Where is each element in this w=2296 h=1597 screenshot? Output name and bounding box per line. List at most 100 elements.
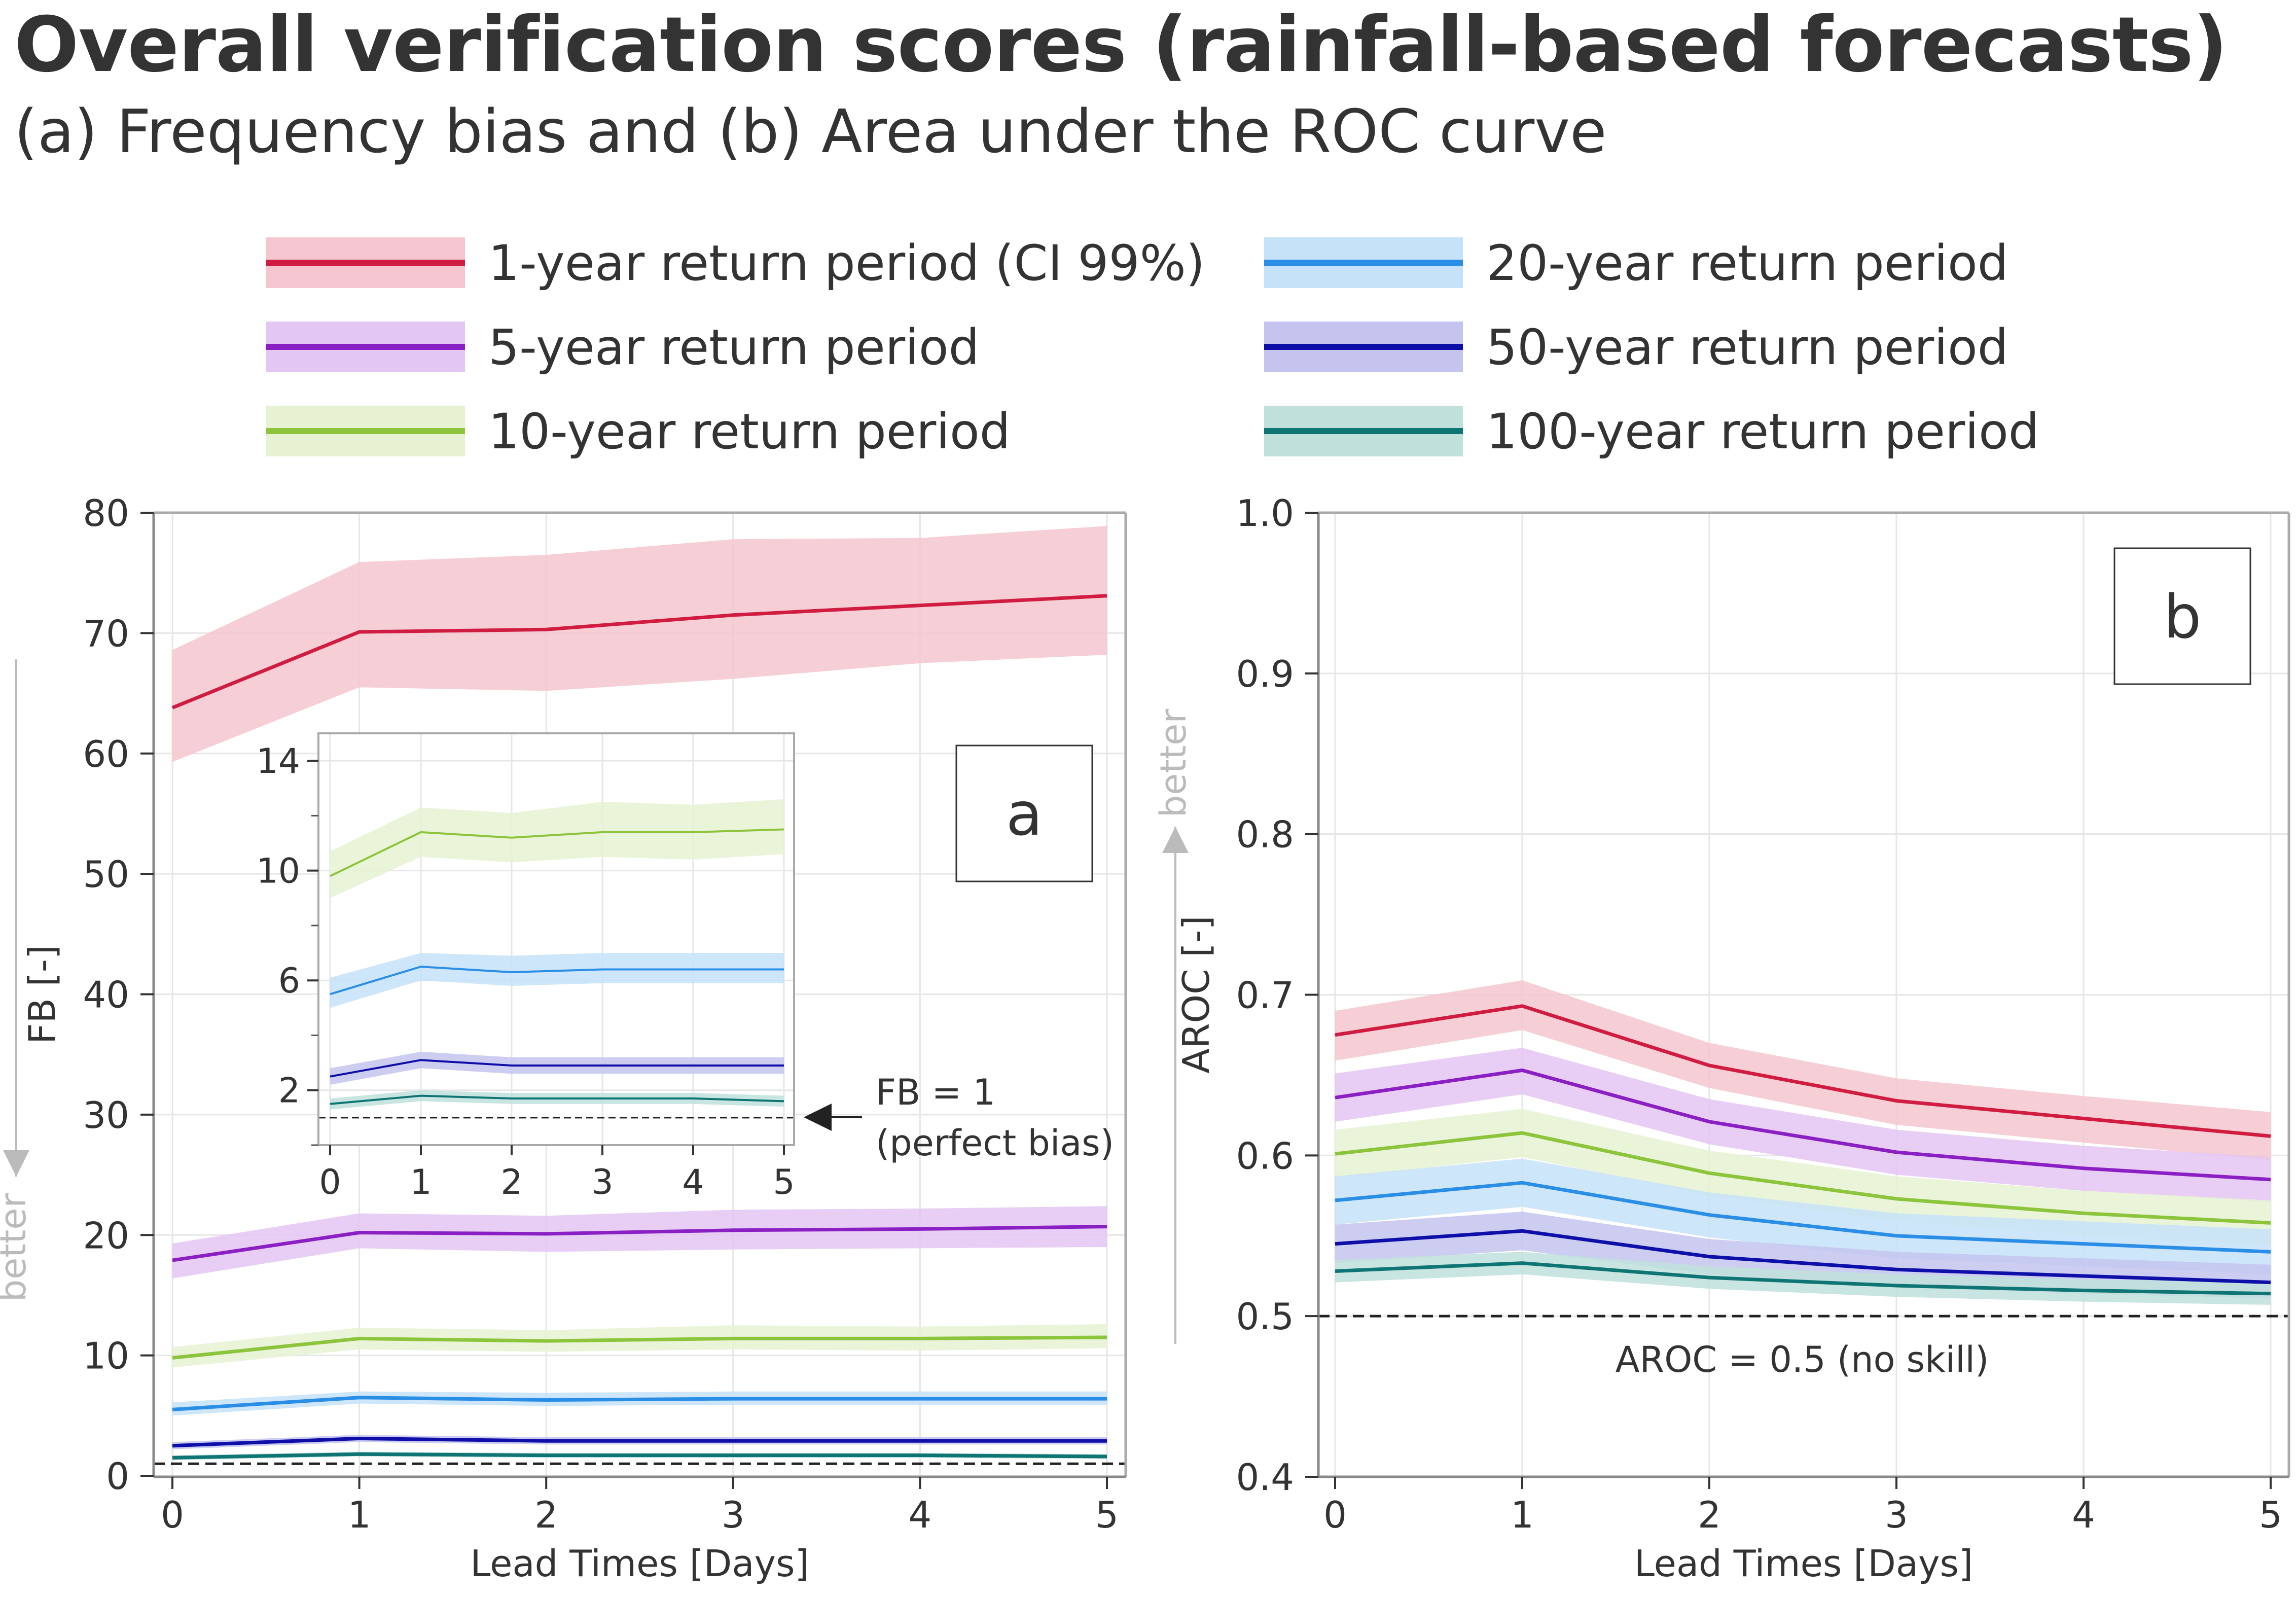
legend-label: 1-year return period (CI 99%) — [488, 235, 1205, 292]
panel-letter: a — [1006, 779, 1043, 849]
inset-series-line — [330, 966, 784, 996]
tick-label-y: 60 — [83, 733, 129, 775]
ci-band — [172, 526, 1107, 762]
tick-label-x: 0 — [1323, 1494, 1347, 1536]
ci-band — [172, 1324, 1107, 1368]
tick-label-x: 3 — [1885, 1494, 1908, 1536]
inset-ci-band — [330, 1051, 784, 1085]
legend: 1-year return period (CI 99%) 5-year retu… — [266, 235, 2039, 460]
ci-band — [172, 1391, 1107, 1416]
series-line — [1335, 1181, 2271, 1254]
legend-label: 20-year return period — [1486, 235, 2008, 292]
tick-label-y: 80 — [83, 492, 129, 535]
series-line — [1335, 1261, 2271, 1296]
ci-band — [1335, 1212, 2271, 1299]
series-line — [172, 1452, 1107, 1460]
legend-entry: 20-year return period — [1264, 235, 2008, 292]
series-line — [1335, 1229, 2271, 1285]
page-subtitle: (a) Frequency bias and (b) Area under th… — [14, 96, 1607, 166]
panel-b-aroc: 0.4 0.5 0.6 0.7 0.8 0.9 1.0 0 1 2 3 4 5 Lead Times [D… — [1153, 492, 2290, 1585]
inset-ci-band — [330, 799, 784, 898]
legend-label: 10-year return period — [488, 403, 1011, 460]
legend-entry: 1-year return period (CI 99%) — [266, 235, 1205, 292]
tick-label-x: 3 — [722, 1494, 745, 1536]
better-label: better — [0, 1193, 34, 1302]
ci-band — [1335, 1158, 2271, 1274]
inset-chart: 2 6 10 14 0 1 2 3 4 5 — [256, 732, 795, 1202]
tick-label-y: 0.7 — [1236, 974, 1294, 1017]
inset-tick-label-x: 1 — [410, 1162, 432, 1202]
series-line — [171, 594, 1107, 709]
axis-label-y: AROC [-] — [1175, 915, 1217, 1073]
legend-label: 5-year return period — [488, 319, 980, 376]
annotation-fb-line2: (perfect bias) — [876, 1122, 1114, 1164]
ci-band — [172, 1206, 1107, 1279]
tick-label-x: 2 — [1698, 1494, 1721, 1536]
inset-series-line — [330, 1059, 784, 1078]
axis-label-y: FB [-] — [21, 945, 63, 1044]
inset-ci-band — [330, 953, 784, 1008]
tick-label-y: 40 — [83, 974, 129, 1016]
inset-tick-label-y: 6 — [278, 961, 300, 1001]
tick-label-y: 20 — [83, 1214, 129, 1257]
inset-background — [318, 733, 794, 1145]
annotation-fb-line1: FB = 1 — [876, 1072, 995, 1113]
series-line — [172, 1335, 1107, 1360]
inset-tick-label-x: 5 — [773, 1162, 795, 1202]
tick-label-y: 0.4 — [1236, 1456, 1294, 1499]
panel-letter-box — [2113, 547, 2251, 685]
legend-entry: 10-year return period — [266, 403, 1011, 460]
better-arrow-head — [1162, 827, 1189, 853]
page-title: Overall verification scores (rainfall-ba… — [14, 1, 2228, 89]
legend-entry: 5-year return period — [266, 319, 980, 376]
legend-entry: 50-year return period — [1264, 319, 2008, 376]
series-line — [172, 1396, 1107, 1411]
inset-tick-label-y: 2 — [278, 1071, 300, 1111]
series-line — [1335, 1131, 2271, 1225]
inset-tick-label-y: 10 — [256, 851, 300, 892]
inset-tick-label-x: 3 — [591, 1162, 613, 1202]
tick-label-y: 10 — [83, 1335, 129, 1377]
tick-label-x: 1 — [348, 1494, 371, 1536]
better-label: better — [1153, 709, 1194, 818]
panel-letter: b — [2164, 582, 2202, 652]
tick-label-y: 0 — [106, 1455, 129, 1498]
inset-series-line — [330, 828, 784, 877]
series-line — [1335, 1068, 2271, 1182]
inset-tick-label-y: 14 — [256, 741, 300, 782]
tick-label-y: 30 — [83, 1094, 129, 1137]
series-line — [172, 1225, 1107, 1262]
tick-label-x: 4 — [908, 1494, 931, 1536]
legend-label: 100-year return period — [1486, 403, 2039, 460]
tick-label-y: 0.5 — [1236, 1295, 1294, 1338]
tick-label-y: 1.0 — [1236, 492, 1294, 535]
inset-tick-label-x: 4 — [682, 1162, 704, 1202]
inset-ci-band — [330, 1090, 784, 1110]
better-arrow-head — [3, 1150, 29, 1177]
legend-entry: 100-year return period — [1264, 403, 2039, 460]
panel-letter-box — [955, 744, 1093, 882]
legend-label: 50-year return period — [1486, 319, 2008, 376]
tick-label-x: 2 — [534, 1494, 558, 1536]
tick-label-x: 5 — [1095, 1494, 1119, 1536]
annotation-aroc: AROC = 0.5 (no skill) — [1616, 1339, 1989, 1380]
tick-label-x: 0 — [161, 1494, 184, 1536]
inset-tick-label-x: 0 — [319, 1162, 341, 1202]
inset-frame — [317, 732, 795, 1146]
tick-label-y: 50 — [83, 853, 129, 896]
series-line — [1335, 1004, 2271, 1138]
tick-label-y: 0.8 — [1236, 813, 1294, 856]
series-line — [172, 1436, 1107, 1448]
inset-series-line — [330, 1094, 784, 1105]
tick-label-x: 1 — [1511, 1494, 1534, 1536]
tick-label-x: 4 — [2072, 1494, 2095, 1536]
axis-label-x: Lead Times [Days] — [1634, 1542, 1973, 1585]
axis-label-x: Lead Times [Days] — [470, 1542, 809, 1585]
tick-label-y: 0.6 — [1236, 1134, 1294, 1177]
inset-tick-label-x: 2 — [500, 1162, 522, 1202]
tick-label-y: 0.9 — [1236, 653, 1294, 695]
tick-label-y: 70 — [83, 612, 129, 655]
annotation-arrow-head — [804, 1104, 832, 1131]
